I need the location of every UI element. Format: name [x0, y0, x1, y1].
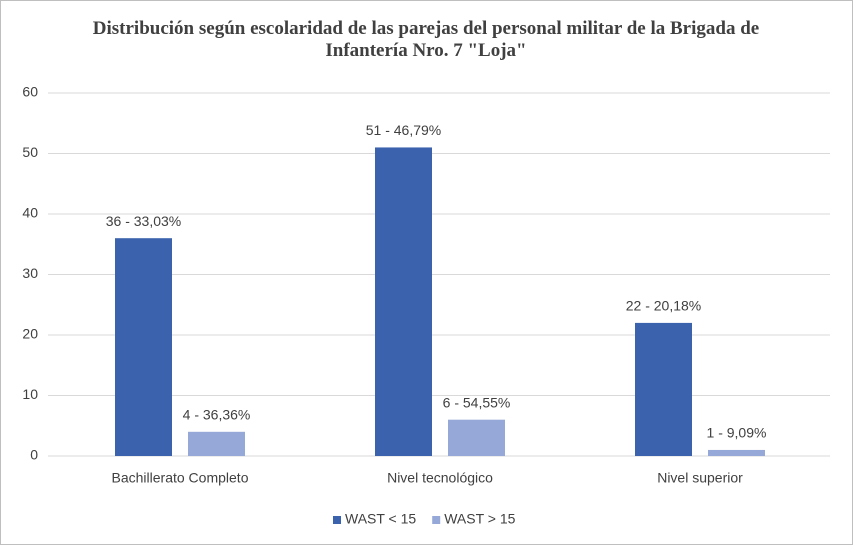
- x-tick-label: Nivel tecnológico: [387, 470, 493, 486]
- y-tick-label: 20: [22, 326, 38, 342]
- bar: [188, 431, 245, 456]
- legend-label: WAST > 15: [444, 511, 515, 527]
- y-tick-label: 0: [30, 447, 38, 463]
- bar: [448, 419, 505, 456]
- data-label: 4 - 36,36%: [183, 407, 251, 423]
- bar: [375, 147, 432, 456]
- bar: [708, 449, 765, 456]
- bar: [635, 322, 692, 456]
- x-tick-label: Nivel superior: [657, 470, 743, 486]
- y-tick-label: 60: [22, 84, 38, 100]
- chart-title: Distribución según escolaridad de las pa…: [92, 18, 760, 61]
- data-label: 36 - 33,03%: [106, 213, 182, 229]
- data-label: 1 - 9,09%: [707, 425, 767, 441]
- legend-swatch: [333, 516, 341, 524]
- data-label: 6 - 54,55%: [443, 394, 511, 410]
- data-label: 51 - 46,79%: [366, 122, 442, 138]
- legend-swatch: [432, 516, 441, 524]
- y-tick-label: 30: [22, 265, 38, 281]
- legend-label: WAST < 15: [345, 511, 416, 527]
- bar: [115, 238, 172, 456]
- y-tick-label: 50: [22, 144, 38, 160]
- data-label: 22 - 20,18%: [626, 298, 702, 314]
- y-tick-label: 40: [22, 205, 38, 221]
- y-tick-label: 10: [22, 386, 38, 402]
- x-tick-label: Bachillerato Completo: [112, 470, 249, 486]
